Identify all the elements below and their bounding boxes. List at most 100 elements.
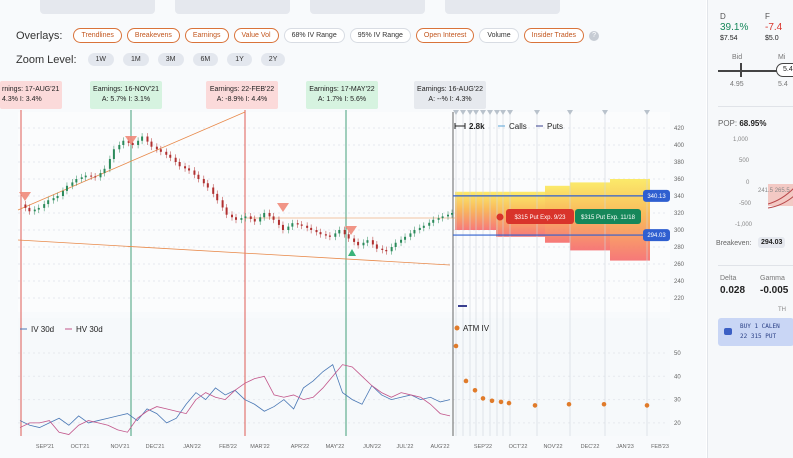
put-tag-1-label: $315 Put Exp. 9/23 bbox=[514, 215, 566, 221]
candle bbox=[216, 193, 219, 201]
candle bbox=[353, 238, 356, 242]
candle bbox=[249, 216, 252, 219]
insider-sell-icon bbox=[345, 226, 357, 235]
delta-label: Delta bbox=[720, 275, 737, 282]
overlays-label: Overlays: bbox=[16, 29, 63, 42]
candle bbox=[131, 142, 134, 145]
oi-bar bbox=[458, 305, 467, 307]
breakeven-label: Breakeven: bbox=[716, 240, 752, 247]
candle bbox=[155, 146, 158, 150]
oi-scale-icon bbox=[454, 123, 466, 129]
breakeven-tag-label: 340.13 bbox=[647, 194, 666, 200]
breakeven-tag bbox=[643, 229, 670, 242]
x-tick-label: SEP'22 bbox=[474, 444, 492, 450]
trendline bbox=[17, 239, 451, 266]
zoom-2y[interactable]: 2Y bbox=[260, 53, 286, 66]
zoom-3m[interactable]: 3M bbox=[157, 53, 184, 66]
x-tick-label: OCT'22 bbox=[509, 444, 528, 450]
overlay-toggle-68-iv-range[interactable]: 68% IV Range bbox=[283, 28, 345, 43]
expiry-marker-icon bbox=[460, 110, 466, 115]
candle bbox=[277, 219, 280, 225]
candle bbox=[447, 214, 449, 217]
earnings-box[interactable]: Earnings: 16-NOV'21 A: 5.7% I: 3.1% bbox=[90, 81, 162, 109]
order-line-1: BUY 1 CALEN bbox=[740, 323, 780, 330]
earnings-stats: 4.3% I: 3.4% bbox=[2, 96, 42, 103]
candle bbox=[178, 162, 181, 167]
zoom-1w[interactable]: 1W bbox=[87, 53, 115, 66]
candle bbox=[112, 149, 115, 160]
probability-cone bbox=[455, 191, 496, 230]
order-line-2: 22 315 PUT bbox=[740, 333, 777, 340]
put-tag-1 bbox=[506, 209, 574, 224]
expiry-marker-icon bbox=[480, 110, 486, 115]
candle bbox=[137, 140, 140, 145]
candle bbox=[310, 227, 313, 230]
atm-iv-point bbox=[566, 401, 572, 407]
overlay-toggle-value-vol[interactable]: Value Vol bbox=[233, 28, 279, 43]
overlay-toggle-breakevens[interactable]: Breakevens bbox=[126, 28, 180, 43]
expiry-marker-icon bbox=[500, 110, 506, 115]
hv-legend-label: HV 30d bbox=[76, 325, 103, 334]
candle bbox=[159, 149, 162, 152]
insider-sell-icon bbox=[277, 203, 289, 212]
overlay-toggle-open-interest[interactable]: Open Interest bbox=[415, 28, 475, 43]
atm-iv-point bbox=[472, 387, 478, 393]
earnings-box[interactable]: Earnings: 22-FEB'22 A: -8.9% I: 4.4% bbox=[206, 81, 278, 109]
atm-iv-point bbox=[498, 399, 504, 405]
put-tag-2 bbox=[575, 209, 641, 224]
help-icon[interactable]: ? bbox=[589, 30, 600, 41]
right-panel: D F 39.1% -7.4 $7.54 $5.0 Bid Mi 5.4 4.9… bbox=[707, 0, 793, 458]
delta-value: 0.028 bbox=[720, 285, 746, 296]
price-iv-chart[interactable]: 420 400 380 360 340 320 300 280 260 240 220 50 40 30 2… bbox=[0, 0, 706, 458]
price-tick-label: 360 bbox=[674, 177, 685, 183]
candle bbox=[37, 207, 40, 210]
expiry-marker-icon bbox=[494, 110, 500, 115]
earnings-box[interactable]: rnings: 17-AUG'21 4.3% I: 3.4% bbox=[0, 81, 62, 109]
zoom-1m[interactable]: 1M bbox=[123, 53, 149, 66]
overlay-toggle-95-iv-range[interactable]: 95% IV Range bbox=[349, 28, 411, 43]
x-tick-label: AUG'22 bbox=[430, 444, 449, 450]
earnings-box[interactable]: Earnings: 17-MAY'22 A: 1.7% I: 5.6% bbox=[306, 81, 378, 109]
put-tag-2-label: $315 Put Exp. 11/18 bbox=[581, 215, 636, 221]
candle bbox=[259, 217, 262, 222]
candle bbox=[375, 244, 378, 249]
zoom-6m[interactable]: 6M bbox=[192, 53, 219, 66]
mid-handle[interactable]: 5.4 bbox=[776, 63, 793, 77]
atm-iv-point bbox=[532, 403, 538, 408]
x-tick-label: FEB'23 bbox=[651, 444, 669, 450]
chart-area: Overlays: Trendlines Breakevens Earnings Va… bbox=[0, 0, 706, 458]
candle bbox=[357, 241, 360, 246]
order-ticket[interactable]: BUY 1 CALEN 22 315 PUT bbox=[718, 318, 793, 346]
x-tick-label: JUN'22 bbox=[363, 444, 381, 450]
iv-panel bbox=[18, 318, 670, 436]
candle bbox=[381, 248, 384, 250]
overlay-toggle-volume[interactable]: Volume bbox=[479, 28, 519, 43]
iv-legend-label: IV 30d bbox=[31, 325, 54, 334]
candle bbox=[418, 227, 421, 230]
zoom-1y[interactable]: 1Y bbox=[227, 53, 252, 66]
candle bbox=[56, 196, 59, 199]
price-tick-label: 280 bbox=[674, 245, 685, 251]
candle bbox=[366, 240, 369, 243]
overlay-toggle-insider-trades[interactable]: Insider Trades bbox=[523, 28, 585, 43]
price-tick-label: 380 bbox=[674, 160, 685, 166]
top-cards bbox=[40, 0, 560, 14]
puts-legend-label: Puts bbox=[547, 122, 563, 131]
earnings-stats: A: 5.7% I: 3.1% bbox=[101, 96, 151, 103]
bid-value: 4.95 bbox=[730, 81, 744, 88]
bid-ask-slider[interactable] bbox=[718, 70, 788, 72]
price-tick-label: 220 bbox=[674, 296, 685, 302]
overlay-toggle-trendlines[interactable]: Trendlines bbox=[73, 28, 122, 43]
x-tick-label: OCT'21 bbox=[71, 444, 90, 450]
candle bbox=[184, 166, 187, 169]
x-tick-label: DEC'21 bbox=[146, 444, 165, 450]
atm-iv-point bbox=[506, 400, 512, 406]
candle bbox=[287, 226, 290, 230]
overlay-toggle-earnings[interactable]: Earnings bbox=[184, 28, 229, 43]
pl-tick: 1,000 bbox=[733, 137, 749, 143]
pop-value: 68.95% bbox=[739, 119, 767, 128]
x-tick-label: SEP'21 bbox=[36, 444, 54, 450]
f-pct: -7.4 bbox=[765, 22, 783, 33]
candle bbox=[165, 151, 168, 155]
earnings-box[interactable]: Earnings: 16-AUG'22 A: --% I: 4.3% bbox=[414, 81, 486, 109]
